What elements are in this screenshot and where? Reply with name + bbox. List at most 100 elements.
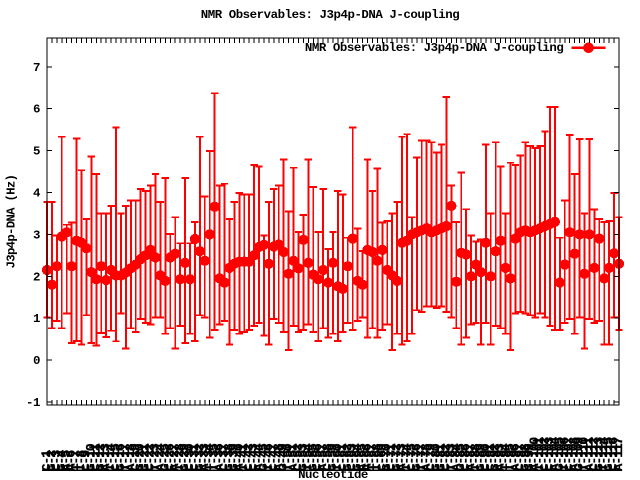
svg-text:A-: A- <box>449 458 463 471</box>
svg-text:112: 112 <box>586 437 601 458</box>
svg-text:G-: G- <box>434 458 448 471</box>
svg-text:G-: G- <box>178 458 192 471</box>
svg-text:28: 28 <box>172 443 187 458</box>
svg-text:87: 87 <box>463 444 478 458</box>
svg-text:48: 48 <box>271 443 286 458</box>
svg-text:1: 1 <box>33 312 40 326</box>
svg-text:43: 43 <box>246 443 261 458</box>
svg-text:T-: T- <box>119 458 133 471</box>
svg-text:111: 111 <box>581 437 596 458</box>
svg-text:88: 88 <box>468 443 483 458</box>
svg-text:C-: C- <box>163 458 177 471</box>
svg-text:J3p4p-DNA (Hz): J3p4p-DNA (Hz) <box>4 175 18 269</box>
svg-text:T-: T- <box>558 458 572 471</box>
svg-text:T-: T- <box>415 458 429 471</box>
svg-text:91: 91 <box>483 443 498 458</box>
svg-text:41: 41 <box>236 443 251 458</box>
svg-text:A-: A- <box>232 458 246 471</box>
svg-text:98: 98 <box>517 443 532 458</box>
svg-text:A-: A- <box>568 458 582 471</box>
svg-text:72: 72 <box>389 443 404 458</box>
svg-text:0: 0 <box>33 354 40 368</box>
svg-text:T-: T- <box>444 458 458 471</box>
svg-text:7: 7 <box>69 451 84 458</box>
svg-text:C-: C- <box>587 458 601 471</box>
svg-text:G-: G- <box>602 458 616 471</box>
svg-text:101: 101 <box>532 437 547 458</box>
svg-text:81: 81 <box>433 443 448 458</box>
svg-text:36: 36 <box>212 443 227 458</box>
svg-text:3: 3 <box>49 450 64 458</box>
svg-text:12: 12 <box>93 443 108 458</box>
svg-text:19: 19 <box>128 443 143 458</box>
svg-text:T-: T- <box>504 458 518 471</box>
svg-text:C-: C- <box>375 458 389 471</box>
svg-text:A-: A- <box>395 458 409 471</box>
svg-text:50: 50 <box>281 443 296 458</box>
svg-text:74: 74 <box>399 443 414 458</box>
svg-text:67: 67 <box>364 444 379 458</box>
svg-text:C-: C- <box>242 458 256 471</box>
svg-text:T-: T- <box>370 458 384 471</box>
svg-text:NMR Observables: J3p4p-DNA J-c: NMR Observables: J3p4p-DNA J-coupling <box>305 41 563 55</box>
svg-text:G-: G- <box>257 458 271 471</box>
svg-text:17: 17 <box>118 444 133 458</box>
svg-text:97: 97 <box>512 444 527 458</box>
svg-text:108: 108 <box>567 437 582 458</box>
svg-text:22: 22 <box>143 443 158 458</box>
svg-text:A-: A- <box>494 458 508 471</box>
svg-text:8: 8 <box>74 450 89 458</box>
svg-text:79: 79 <box>424 443 439 458</box>
svg-text:T-: T- <box>331 458 345 471</box>
svg-text:A-: A- <box>198 458 212 471</box>
svg-text:69: 69 <box>374 443 389 458</box>
svg-text:49: 49 <box>276 443 291 458</box>
svg-text:47: 47 <box>266 444 281 458</box>
svg-text:29: 29 <box>177 443 192 458</box>
svg-text:103: 103 <box>542 437 557 458</box>
svg-text:84: 84 <box>448 443 463 458</box>
svg-text:59: 59 <box>325 443 340 458</box>
svg-text:G-: G- <box>430 458 444 471</box>
svg-text:5: 5 <box>59 450 74 458</box>
svg-text:G-: G- <box>380 458 394 471</box>
svg-text:G-: G- <box>134 458 148 471</box>
svg-text:G-: G- <box>222 458 236 471</box>
svg-text:G-: G- <box>326 458 340 471</box>
svg-text:A-: A- <box>420 458 434 471</box>
svg-text:A-: A- <box>99 458 113 471</box>
svg-text:5: 5 <box>33 145 40 159</box>
svg-text:23: 23 <box>147 443 162 458</box>
svg-text:A-: A- <box>124 458 138 471</box>
svg-text:109: 109 <box>572 437 587 458</box>
svg-text:C-: C- <box>247 458 261 471</box>
svg-text:A-: A- <box>153 458 167 471</box>
svg-text:C-: C- <box>336 458 350 471</box>
svg-text:62: 62 <box>340 443 355 458</box>
svg-text:13: 13 <box>98 443 113 458</box>
svg-text:G-: G- <box>193 458 207 471</box>
svg-text:T-: T- <box>282 458 296 471</box>
svg-text:63: 63 <box>345 443 360 458</box>
svg-text:G-: G- <box>139 458 153 471</box>
svg-text:A-: A- <box>168 458 182 471</box>
svg-text:75: 75 <box>404 443 419 458</box>
svg-text:80: 80 <box>429 443 444 458</box>
svg-text:61: 61 <box>335 443 350 458</box>
svg-text:45: 45 <box>256 443 271 458</box>
svg-text:T-: T- <box>577 458 591 471</box>
svg-text:T-: T- <box>400 458 414 471</box>
svg-text:10: 10 <box>83 443 98 458</box>
svg-text:95: 95 <box>503 443 518 458</box>
svg-text:-1: -1 <box>26 396 40 410</box>
svg-text:A-: A- <box>213 458 227 471</box>
svg-text:A-: A- <box>287 458 301 471</box>
svg-text:44: 44 <box>251 443 266 458</box>
svg-text:2: 2 <box>44 450 59 458</box>
svg-text:100: 100 <box>527 437 542 458</box>
svg-text:16: 16 <box>113 443 128 458</box>
svg-text:46: 46 <box>261 443 276 458</box>
svg-text:G-: G- <box>341 458 355 471</box>
svg-text:NMR Observables: J3p4p-DNA J-c: NMR Observables: J3p4p-DNA J-coupling <box>201 8 459 22</box>
svg-text:39: 39 <box>226 443 241 458</box>
